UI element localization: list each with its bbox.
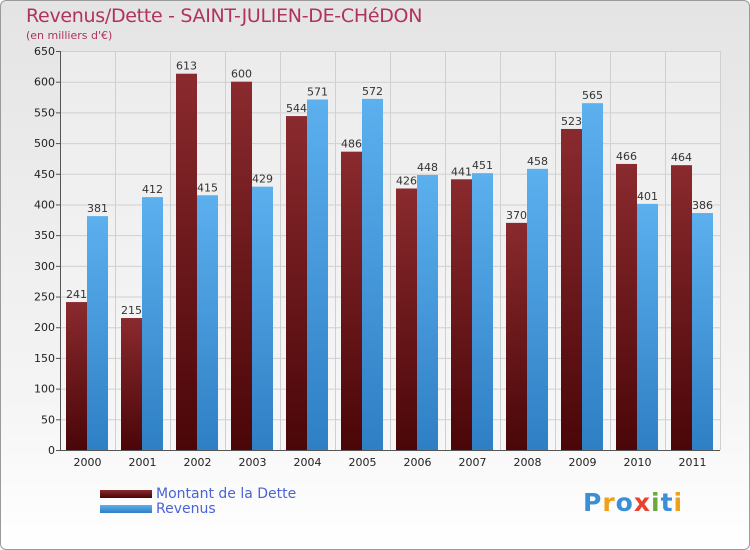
bar-revenus-2001 [142, 197, 163, 450]
legend-swatch-dette [100, 489, 152, 498]
value-label-revenus-2007: 451 [472, 159, 493, 172]
logo-letter: i [673, 488, 684, 517]
bar-dette-2003 [231, 81, 252, 450]
legend-item-revenus: Revenus [100, 500, 296, 517]
value-label-revenus-2002: 415 [197, 181, 218, 194]
value-label-revenus-2005: 572 [362, 85, 383, 98]
bar-dette-2000 [66, 302, 87, 450]
value-label-revenus-2006: 448 [417, 161, 438, 174]
bar-dette-2004 [286, 116, 307, 451]
value-label-dette-2004: 544 [286, 102, 307, 115]
value-label-revenus-2011: 386 [692, 199, 713, 212]
bar-revenus-2000 [87, 216, 108, 450]
y-tick-label: 600 [34, 76, 55, 89]
legend-item-dette: Montant de la Dette [100, 485, 297, 502]
logo-letter: x [633, 488, 651, 517]
value-label-revenus-2008: 458 [527, 155, 548, 168]
value-label-revenus-2010: 401 [637, 190, 658, 203]
bar-revenus-2007 [472, 173, 493, 450]
y-tick-label: 650 [34, 45, 55, 58]
y-tick-label: 50 [41, 413, 55, 426]
bar-dette-2008 [506, 222, 527, 450]
value-label-dette-2003: 600 [231, 68, 252, 81]
bar-revenus-2011 [692, 213, 713, 450]
bar-revenus-2008 [527, 168, 548, 450]
value-label-dette-2000: 241 [66, 288, 87, 301]
bar-revenus-2006 [417, 174, 438, 450]
bar-revenus-2004 [307, 99, 328, 451]
y-tick-label: 150 [34, 352, 55, 365]
value-label-dette-2011: 464 [671, 151, 692, 164]
value-label-dette-2005: 486 [341, 138, 362, 151]
x-tick-label: 2003 [239, 456, 267, 469]
y-tick-label: 400 [34, 198, 55, 211]
bar-dette-2010 [616, 163, 637, 450]
logo-letter: i [651, 488, 661, 517]
bar-dette-2011 [671, 165, 692, 450]
value-label-dette-2001: 215 [121, 304, 142, 317]
x-tick-label: 2006 [404, 456, 432, 469]
logo-letter: t [660, 488, 674, 517]
bar-dette-2009 [561, 128, 582, 450]
x-tick-label: 2010 [624, 456, 652, 469]
y-tick-label: 100 [34, 383, 55, 396]
legend-label-dette: Montant de la Dette [156, 485, 297, 502]
x-tick-label: 2004 [294, 456, 322, 469]
value-label-revenus-2004: 571 [307, 85, 328, 98]
x-tick-label: 2001 [129, 456, 157, 469]
value-label-dette-2007: 441 [451, 165, 472, 178]
bar-revenus-2010 [637, 203, 658, 450]
y-tick-label: 300 [34, 260, 55, 273]
y-tick-label: 500 [34, 137, 55, 150]
bar-dette-2002 [176, 73, 197, 450]
x-tick-label: 2007 [459, 456, 487, 469]
y-tick-label: 250 [34, 291, 55, 304]
legend-swatch-revenus [100, 504, 152, 513]
value-label-dette-2008: 370 [506, 209, 527, 222]
value-label-dette-2010: 466 [616, 150, 637, 163]
x-tick-label: 2000 [74, 456, 102, 469]
chart-title: Revenus/Dette - SAINT-JULIEN-DE-CHéDON [26, 5, 423, 27]
value-label-dette-2009: 523 [561, 115, 582, 128]
bar-dette-2001 [121, 318, 142, 450]
x-tick-label: 2005 [349, 456, 377, 469]
bar-dette-2005 [341, 151, 362, 450]
value-label-revenus-2001: 412 [142, 183, 163, 196]
y-tick-label: 550 [34, 106, 55, 119]
y-tick-label: 0 [48, 444, 55, 457]
bar-revenus-2005 [362, 98, 383, 450]
logo-letter: o [615, 488, 634, 517]
bar-revenus-2002 [197, 195, 218, 450]
x-tick-label: 2011 [679, 456, 707, 469]
logo-letter: P [583, 488, 603, 517]
bar-revenus-2003 [252, 186, 273, 450]
value-label-revenus-2003: 429 [252, 173, 273, 186]
logo-letter: r [602, 488, 616, 517]
value-label-dette-2006: 426 [396, 175, 417, 188]
bar-dette-2006 [396, 188, 417, 451]
x-tick-label: 2002 [184, 456, 212, 469]
y-tick-label: 450 [34, 168, 55, 181]
x-tick-label: 2008 [514, 456, 542, 469]
proxiti-logo: Proxiti [583, 488, 683, 517]
y-tick-label: 350 [34, 229, 55, 242]
bar-dette-2007 [451, 179, 472, 451]
chart-subtitle: (en milliers d'€) [26, 29, 113, 42]
chart-legend: Montant de la Dette Revenus [100, 485, 297, 517]
legend-label-revenus: Revenus [156, 500, 216, 517]
value-label-revenus-2000: 381 [87, 202, 108, 215]
value-label-dette-2002: 613 [176, 60, 197, 73]
bar-revenus-2009 [582, 103, 603, 450]
value-label-revenus-2009: 565 [582, 89, 603, 102]
y-tick-label: 200 [34, 321, 55, 334]
x-tick-label: 2009 [569, 456, 597, 469]
